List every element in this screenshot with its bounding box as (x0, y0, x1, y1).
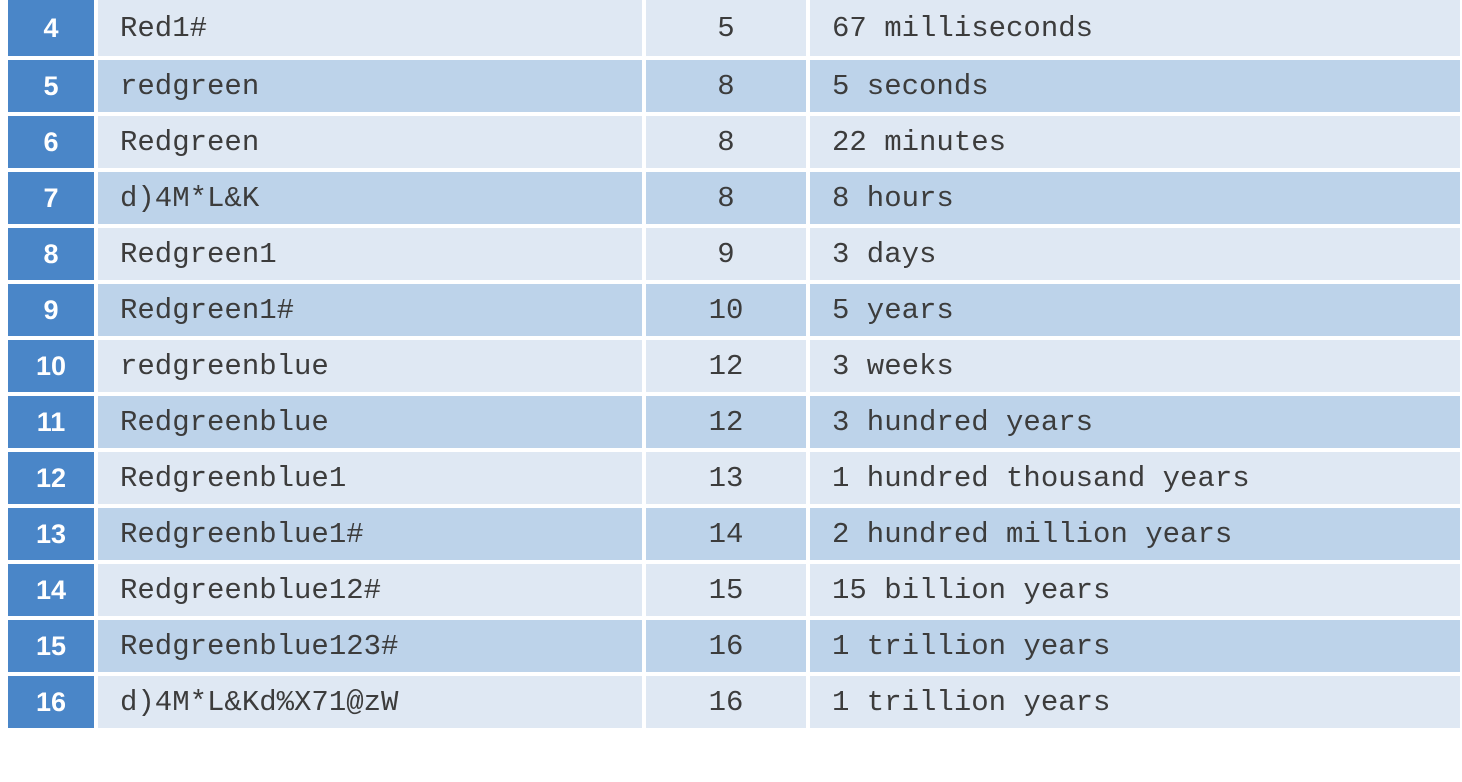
crack-time-cell: 3 days (810, 228, 1460, 284)
password-cell: d)4M*L&Kd%X71@zW (98, 676, 646, 732)
crack-time-cell: 3 weeks (810, 340, 1460, 396)
table-row: 13 Redgreenblue1# 14 2 hundred million y… (8, 508, 1460, 564)
row-number: 7 (8, 172, 98, 228)
row-number: 8 (8, 228, 98, 284)
password-strength-table: 4 Red1# 5 67 milliseconds 5 redgreen 8 5… (8, 0, 1460, 732)
length-cell: 8 (646, 172, 810, 228)
password-cell: Redgreenblue1# (98, 508, 646, 564)
row-number: 11 (8, 396, 98, 452)
row-number: 13 (8, 508, 98, 564)
table-row: 15 Redgreenblue123# 16 1 trillion years (8, 620, 1460, 676)
row-number: 9 (8, 284, 98, 340)
crack-time-cell: 8 hours (810, 172, 1460, 228)
crack-time-cell: 3 hundred years (810, 396, 1460, 452)
password-cell: Redgreen1# (98, 284, 646, 340)
password-cell: Redgreenblue (98, 396, 646, 452)
row-number: 10 (8, 340, 98, 396)
password-cell: Redgreenblue12# (98, 564, 646, 620)
row-number: 12 (8, 452, 98, 508)
length-cell: 13 (646, 452, 810, 508)
length-cell: 9 (646, 228, 810, 284)
crack-time-cell: 2 hundred million years (810, 508, 1460, 564)
length-cell: 16 (646, 676, 810, 732)
table-row: 14 Redgreenblue12# 15 15 billion years (8, 564, 1460, 620)
length-cell: 5 (646, 0, 810, 60)
length-cell: 8 (646, 116, 810, 172)
password-cell: redgreenblue (98, 340, 646, 396)
table-row: 9 Redgreen1# 10 5 years (8, 284, 1460, 340)
table-row: 8 Redgreen1 9 3 days (8, 228, 1460, 284)
length-cell: 14 (646, 508, 810, 564)
length-cell: 15 (646, 564, 810, 620)
table-row: 6 Redgreen 8 22 minutes (8, 116, 1460, 172)
length-cell: 12 (646, 396, 810, 452)
crack-time-cell: 1 hundred thousand years (810, 452, 1460, 508)
table-row: 10 redgreenblue 12 3 weeks (8, 340, 1460, 396)
length-cell: 16 (646, 620, 810, 676)
crack-time-cell: 1 trillion years (810, 676, 1460, 732)
table-row: 7 d)4M*L&K 8 8 hours (8, 172, 1460, 228)
length-cell: 8 (646, 60, 810, 116)
password-cell: Redgreen1 (98, 228, 646, 284)
password-cell: Red1# (98, 0, 646, 60)
crack-time-cell: 15 billion years (810, 564, 1460, 620)
row-number: 4 (8, 0, 98, 60)
row-number: 15 (8, 620, 98, 676)
table-row: 11 Redgreenblue 12 3 hundred years (8, 396, 1460, 452)
table-row: 16 d)4M*L&Kd%X71@zW 16 1 trillion years (8, 676, 1460, 732)
password-cell: d)4M*L&K (98, 172, 646, 228)
length-cell: 10 (646, 284, 810, 340)
password-cell: redgreen (98, 60, 646, 116)
crack-time-cell: 5 seconds (810, 60, 1460, 116)
table-row: 4 Red1# 5 67 milliseconds (8, 0, 1460, 60)
row-number: 6 (8, 116, 98, 172)
password-cell: Redgreenblue123# (98, 620, 646, 676)
row-number: 16 (8, 676, 98, 732)
crack-time-cell: 67 milliseconds (810, 0, 1460, 60)
crack-time-cell: 22 minutes (810, 116, 1460, 172)
table-row: 12 Redgreenblue1 13 1 hundred thousand y… (8, 452, 1460, 508)
length-cell: 12 (646, 340, 810, 396)
table-row: 5 redgreen 8 5 seconds (8, 60, 1460, 116)
row-number: 14 (8, 564, 98, 620)
row-number: 5 (8, 60, 98, 116)
crack-time-cell: 1 trillion years (810, 620, 1460, 676)
password-cell: Redgreenblue1 (98, 452, 646, 508)
table-body: 4 Red1# 5 67 milliseconds 5 redgreen 8 5… (8, 0, 1460, 732)
crack-time-cell: 5 years (810, 284, 1460, 340)
password-cell: Redgreen (98, 116, 646, 172)
